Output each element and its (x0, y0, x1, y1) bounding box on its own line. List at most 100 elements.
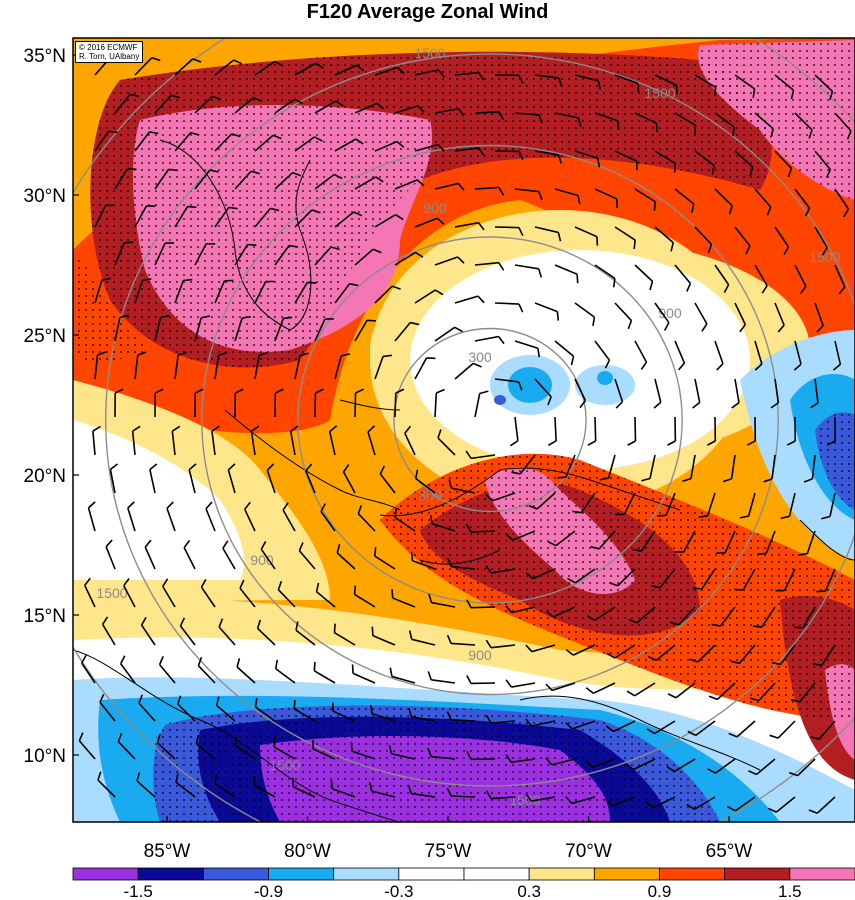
wind-barb (769, 720, 796, 739)
wind-barb (313, 661, 336, 684)
wind-barb (731, 378, 740, 409)
map-title: F120 Average Zonal Wind (306, 1, 549, 23)
wind-barb (474, 261, 505, 271)
coastlines (73, 139, 855, 822)
wind-barb (614, 150, 638, 171)
wind-barb (728, 720, 756, 738)
wind-barb (692, 378, 701, 409)
wind-barb (614, 302, 633, 330)
wind-barb (333, 623, 356, 646)
colorbar-swatch (137, 867, 204, 881)
wind-barb (754, 340, 763, 371)
wind-barb (514, 112, 544, 124)
colorbar-labels: -1.5 -0.9 -0.3 0.3 0.9 1.5 (124, 882, 802, 900)
wind-barb (194, 242, 216, 266)
wind-barb (594, 264, 616, 288)
wind-barb (565, 720, 596, 730)
wind-barb (545, 757, 576, 766)
wind-barb (734, 74, 756, 98)
wind-barb (788, 758, 816, 777)
wind-barb (674, 264, 692, 292)
wind-barb (282, 502, 296, 532)
wind-barb (494, 226, 524, 237)
wind-barb (752, 606, 776, 628)
wind-barb (295, 621, 316, 646)
wind-barb (154, 314, 170, 342)
wind-barb (274, 388, 284, 418)
wind-barb (556, 454, 576, 479)
wind-barb (647, 644, 676, 661)
wind-barb (174, 205, 197, 228)
wind-barb (485, 492, 516, 502)
colorbar-swatch (333, 867, 400, 881)
wind-barb (514, 340, 541, 358)
wind-barb (154, 94, 181, 114)
wind-barb (94, 130, 118, 152)
wind-barb (714, 112, 736, 137)
wind-barb (408, 707, 436, 722)
wind-barb (767, 796, 796, 813)
wind-barb (670, 606, 696, 626)
wind-barb (505, 530, 536, 541)
wind-barb (626, 682, 656, 697)
wind-barb (428, 593, 456, 608)
wind-barb (131, 425, 141, 456)
wind-barb (454, 221, 485, 231)
wind-barb (634, 264, 654, 291)
wind-barb (651, 568, 676, 589)
wind-barb (614, 226, 636, 250)
wind-barb (554, 112, 582, 127)
wind-barb (214, 279, 234, 304)
wind-barb (572, 492, 596, 514)
range-ring (105, 53, 855, 787)
wind-barb (367, 425, 376, 456)
wind-barb (234, 170, 260, 190)
wind-barb (149, 463, 158, 494)
wind-barb (174, 351, 187, 380)
wind-barb (414, 357, 436, 380)
wind-barb (214, 59, 243, 76)
wind-barb (408, 630, 436, 646)
wind-barb (634, 188, 657, 211)
wind-barb (342, 464, 356, 494)
wind-barb (354, 176, 384, 190)
wind-barb (446, 711, 476, 722)
wind-barbs (78, 56, 852, 814)
wind-barb (634, 340, 648, 370)
wind-barb (554, 188, 581, 205)
wind-barb (534, 302, 560, 321)
wind-barb (798, 530, 816, 556)
wind-barb (694, 150, 715, 175)
wind-barb (447, 557, 476, 570)
wind-barb (587, 416, 597, 446)
wind-barb (388, 744, 416, 760)
wind-barb (183, 539, 196, 570)
wind-barb (534, 150, 563, 164)
wind-barb (273, 738, 296, 760)
wind-barb (609, 568, 636, 587)
colorbar-swatch (724, 867, 791, 881)
range-ring-label: 300 (468, 349, 492, 365)
wind-barb (739, 492, 756, 519)
wind-barb (334, 64, 365, 76)
wind-barb (154, 168, 178, 190)
credit-box: © 2016 ECMWF R. Torn, UAlbany (75, 41, 144, 63)
wind-barb (162, 578, 176, 608)
wind-barb (234, 736, 256, 760)
wind-barb (485, 790, 516, 800)
wind-barb (320, 503, 336, 532)
wind-barb (127, 501, 136, 532)
wind-barb (369, 704, 396, 722)
wind-barb (574, 150, 601, 168)
wind-barb (334, 283, 359, 304)
range-rings (73, 38, 855, 822)
wind-barb (407, 784, 436, 798)
wind-barb (814, 302, 824, 333)
lon-tick-label: 70°W (565, 841, 612, 862)
wind-barb (594, 340, 611, 369)
wind-barb (253, 776, 276, 798)
wind-barb (214, 774, 236, 798)
wind-barb (754, 188, 772, 216)
wind-barb (336, 544, 356, 570)
wind-barb (634, 112, 658, 133)
